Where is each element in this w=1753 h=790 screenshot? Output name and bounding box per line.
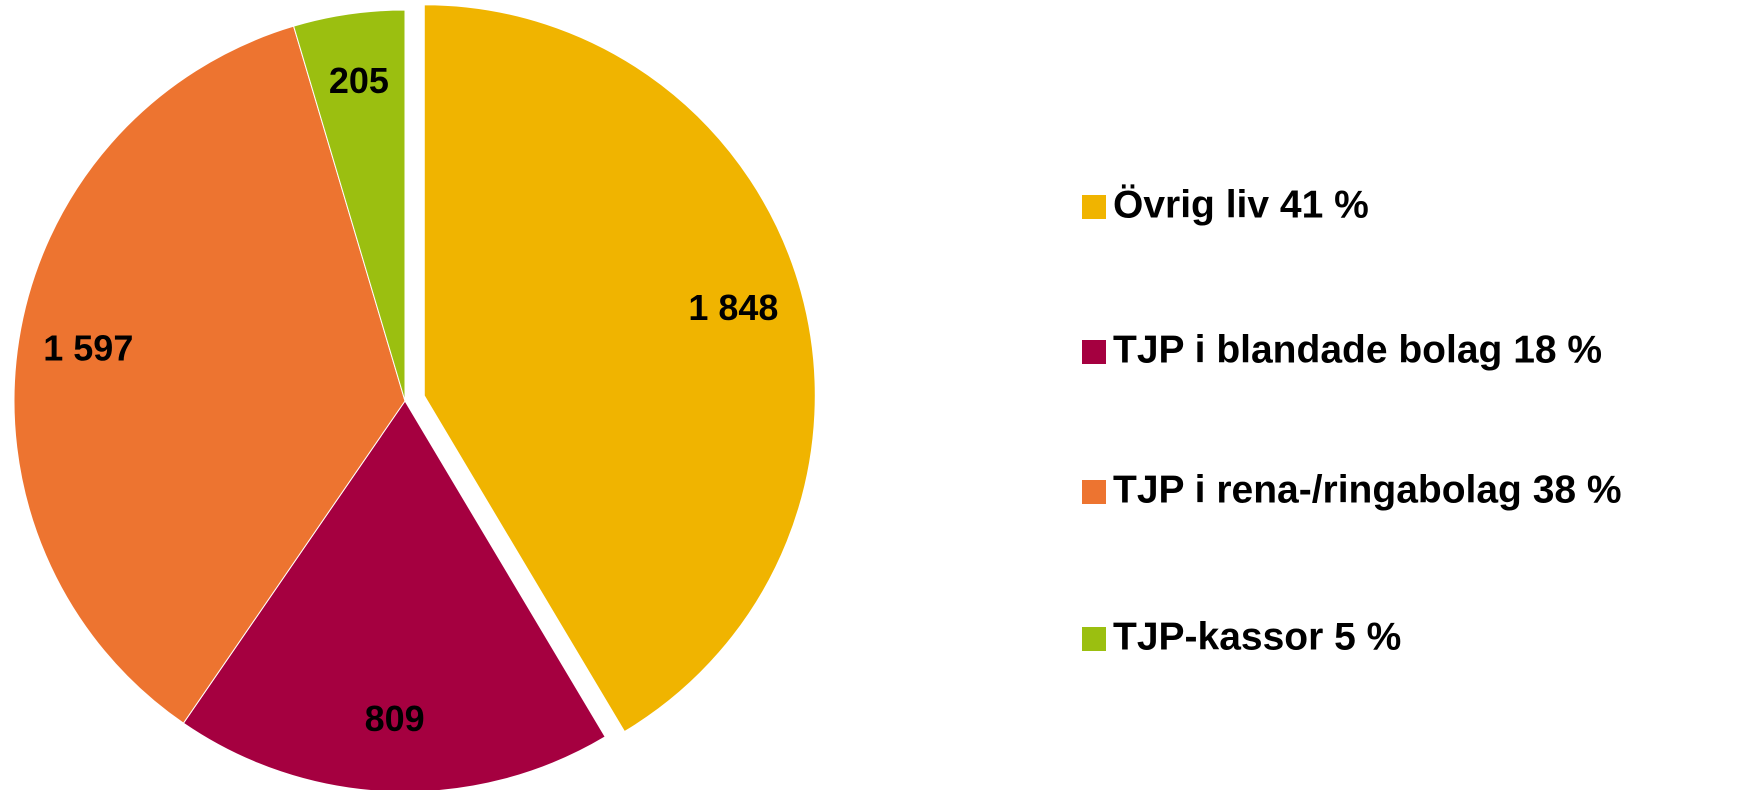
pie-slice [182, 400, 606, 790]
legend-swatch [1082, 340, 1106, 364]
legend-swatch [1082, 627, 1106, 651]
data-label: 205 [329, 60, 389, 101]
pie-slice [292, 9, 406, 402]
data-label: 1 848 [688, 287, 778, 328]
legend-label: TJP i blandade bolag 18 % [1113, 328, 1602, 371]
legend-label: TJP i rena-/ringabolag 38 % [1113, 468, 1622, 511]
data-label: 1 597 [43, 327, 133, 368]
legend-label: TJP-kassor 5 % [1113, 615, 1401, 658]
data-label: 809 [365, 698, 425, 739]
pie-slice [423, 4, 816, 733]
legend-swatch [1082, 480, 1106, 504]
pie-slice [13, 25, 406, 724]
legend-label: Övrig liv 41 % [1113, 183, 1369, 226]
legend-swatch [1082, 195, 1106, 219]
